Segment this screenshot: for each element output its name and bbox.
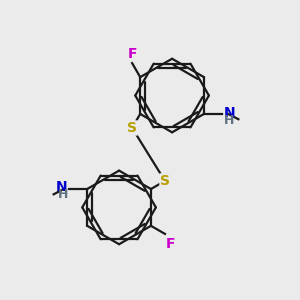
Text: H: H xyxy=(57,188,68,201)
Text: N: N xyxy=(56,180,68,194)
Text: N: N xyxy=(224,106,235,120)
Text: H: H xyxy=(224,115,234,128)
Text: S: S xyxy=(127,121,137,135)
Text: S: S xyxy=(160,174,170,188)
Text: F: F xyxy=(166,237,175,251)
Text: F: F xyxy=(128,47,137,61)
